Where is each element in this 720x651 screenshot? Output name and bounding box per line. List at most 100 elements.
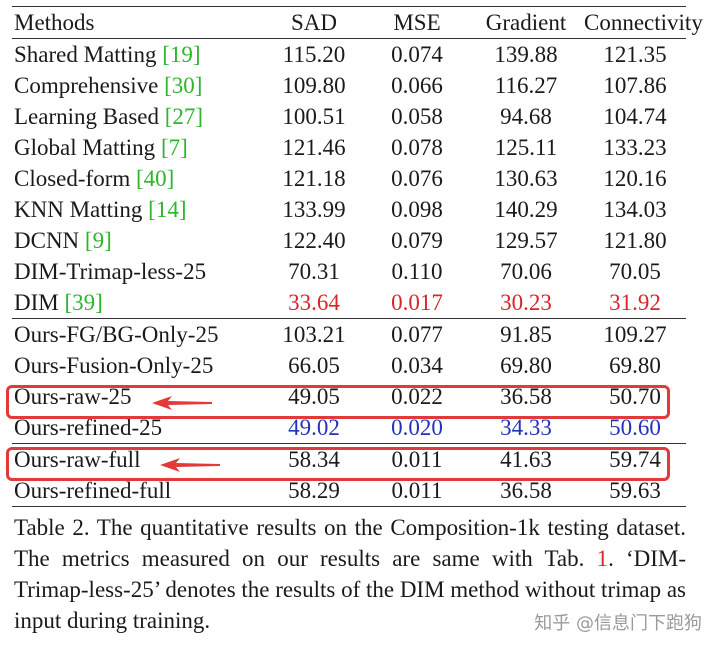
gradient-cell: 94.68	[500, 104, 552, 129]
mse-cell: 0.074	[391, 42, 443, 67]
method-cell: Ours-refined-25	[12, 412, 262, 444]
citation: [9]	[84, 228, 112, 253]
sad-cell-second: 49.02	[288, 415, 340, 440]
method-name: Ours-FG/BG-Only-25	[14, 322, 219, 347]
sad-cell: 58.29	[288, 478, 340, 503]
gradient-cell: 70.06	[500, 259, 552, 284]
method-cell: Learning Based [27]	[12, 101, 262, 132]
header-connectivity: Connectivity	[584, 10, 703, 35]
mse-cell: 0.076	[391, 166, 443, 191]
sad-cell: 133.99	[282, 197, 346, 222]
table-row: Comprehensive [30] 109.80 0.066 116.27 1…	[12, 70, 686, 101]
method-name: KNN Matting	[14, 197, 149, 222]
table-row: Global Matting [7] 121.46 0.078 125.11 1…	[12, 132, 686, 163]
table-row: Closed-form [40] 121.18 0.076 130.63 120…	[12, 163, 686, 194]
method-cell: DIM [39]	[12, 287, 262, 319]
mse-cell: 0.066	[391, 73, 443, 98]
mse-cell: 0.078	[391, 135, 443, 160]
gradient-cell: 116.27	[494, 73, 558, 98]
mse-cell: 0.110	[391, 259, 443, 284]
caption-text-part1: Table 2. The quantitative results on the…	[14, 515, 686, 571]
method-cell: Ours-raw-25	[12, 381, 262, 412]
sad-cell: 109.80	[282, 73, 346, 98]
gradient-cell: 41.63	[500, 447, 552, 472]
mse-cell: 0.022	[391, 384, 443, 409]
sad-cell: 70.31	[288, 259, 340, 284]
method-name: Ours-Fusion-Only-25	[14, 353, 214, 378]
method-cell: KNN Matting [14]	[12, 194, 262, 225]
header-methods: Methods	[14, 10, 95, 35]
table-header-row: Methods SAD MSE Gradient Connectivity	[12, 6, 703, 39]
gradient-cell-best: 30.23	[500, 290, 552, 315]
sad-cell: 49.05	[288, 384, 340, 409]
sad-cell: 121.46	[282, 135, 346, 160]
table-row: DIM [39] 33.64 0.017 30.23 31.92	[12, 287, 686, 319]
gradient-cell: 36.58	[500, 384, 552, 409]
connectivity-cell: 109.27	[603, 322, 667, 347]
citation: [7]	[160, 135, 188, 160]
method-cell: Ours-FG/BG-Only-25	[12, 319, 262, 351]
header-gradient: Gradient	[485, 10, 567, 35]
method-name: Learning Based	[14, 104, 165, 129]
method-cell: Comprehensive [30]	[12, 70, 262, 101]
method-cell: Shared Matting [19]	[12, 39, 262, 71]
gradient-cell: 91.85	[500, 322, 552, 347]
connectivity-cell: 59.63	[609, 478, 661, 503]
gradient-cell: 130.63	[494, 166, 558, 191]
mse-cell: 0.011	[391, 447, 443, 472]
table-row: Ours-raw-full 58.34 0.011 41.63 59.74	[12, 443, 686, 476]
sad-cell: 115.20	[282, 42, 346, 67]
table-row: Ours-refined-full 58.29 0.011 36.58 59.6…	[12, 475, 686, 507]
sad-cell-best: 33.64	[288, 290, 340, 315]
table-row: Ours-Fusion-Only-25 66.05 0.034 69.80 69…	[12, 350, 686, 381]
sad-cell: 122.40	[282, 228, 346, 253]
method-name: Ours-raw-25	[14, 384, 132, 409]
method-name: DIM-Trimap-less-25	[14, 259, 207, 284]
method-cell: Closed-form [40]	[12, 163, 262, 194]
results-table: Methods SAD MSE Gradient Connectivity Sh…	[12, 6, 703, 507]
table-row: Learning Based [27] 100.51 0.058 94.68 1…	[12, 101, 686, 132]
sad-cell: 58.34	[288, 447, 340, 472]
connectivity-cell: 121.35	[603, 42, 667, 67]
method-name: Global Matting	[14, 135, 161, 160]
gradient-cell: 129.57	[494, 228, 558, 253]
citation: [27]	[164, 104, 204, 129]
method-name: Ours-refined-25	[14, 415, 163, 440]
table-row: Shared Matting [19] 115.20 0.074 139.88 …	[12, 39, 686, 71]
sad-cell: 103.21	[282, 322, 346, 347]
arrow-left-icon	[160, 458, 220, 472]
table-row: DCNN [9] 122.40 0.079 129.57 121.80	[12, 225, 686, 256]
table-row: Ours-FG/BG-Only-25 103.21 0.077 91.85 10…	[12, 318, 686, 351]
highlight-box-ours-raw-25	[6, 385, 670, 419]
citation: [39]	[64, 290, 103, 315]
connectivity-cell: 121.80	[603, 228, 667, 253]
connectivity-cell: 104.74	[603, 104, 667, 129]
table-row: KNN Matting [14] 133.99 0.098 140.29 134…	[12, 194, 686, 225]
connectivity-cell: 120.16	[603, 166, 667, 191]
mse-cell: 0.098	[391, 197, 443, 222]
gradient-cell: 125.11	[494, 135, 558, 160]
watermark: 知乎 @信息门下跑狗	[534, 613, 702, 634]
method-name: DIM	[14, 290, 65, 315]
connectivity-cell: 50.70	[609, 384, 661, 409]
caption-table-reference[interactable]: 1	[596, 546, 609, 571]
method-name: Closed-form	[14, 166, 137, 191]
sad-cell: 100.51	[282, 104, 346, 129]
gradient-cell: 140.29	[494, 197, 558, 222]
gradient-cell: 139.88	[494, 42, 558, 67]
connectivity-cell: 107.86	[603, 73, 667, 98]
connectivity-cell: 133.23	[603, 135, 667, 160]
table-row: DIM-Trimap-less-25 70.31 0.110 70.06 70.…	[12, 256, 686, 287]
method-name: DCNN	[14, 228, 85, 253]
citation: [30]	[164, 73, 203, 98]
table-row: Ours-raw-25 49.05 0.022 36.58 50.70	[12, 381, 686, 412]
mse-cell: 0.079	[391, 228, 443, 253]
connectivity-cell: 70.05	[609, 259, 661, 284]
mse-cell: 0.058	[391, 104, 443, 129]
mse-cell: 0.077	[391, 322, 443, 347]
sad-cell: 121.18	[282, 166, 346, 191]
mse-cell: 0.034	[391, 353, 443, 378]
method-cell: Ours-refined-full	[12, 475, 262, 507]
header-mse: MSE	[393, 10, 441, 35]
method-cell: Global Matting [7]	[12, 132, 262, 163]
